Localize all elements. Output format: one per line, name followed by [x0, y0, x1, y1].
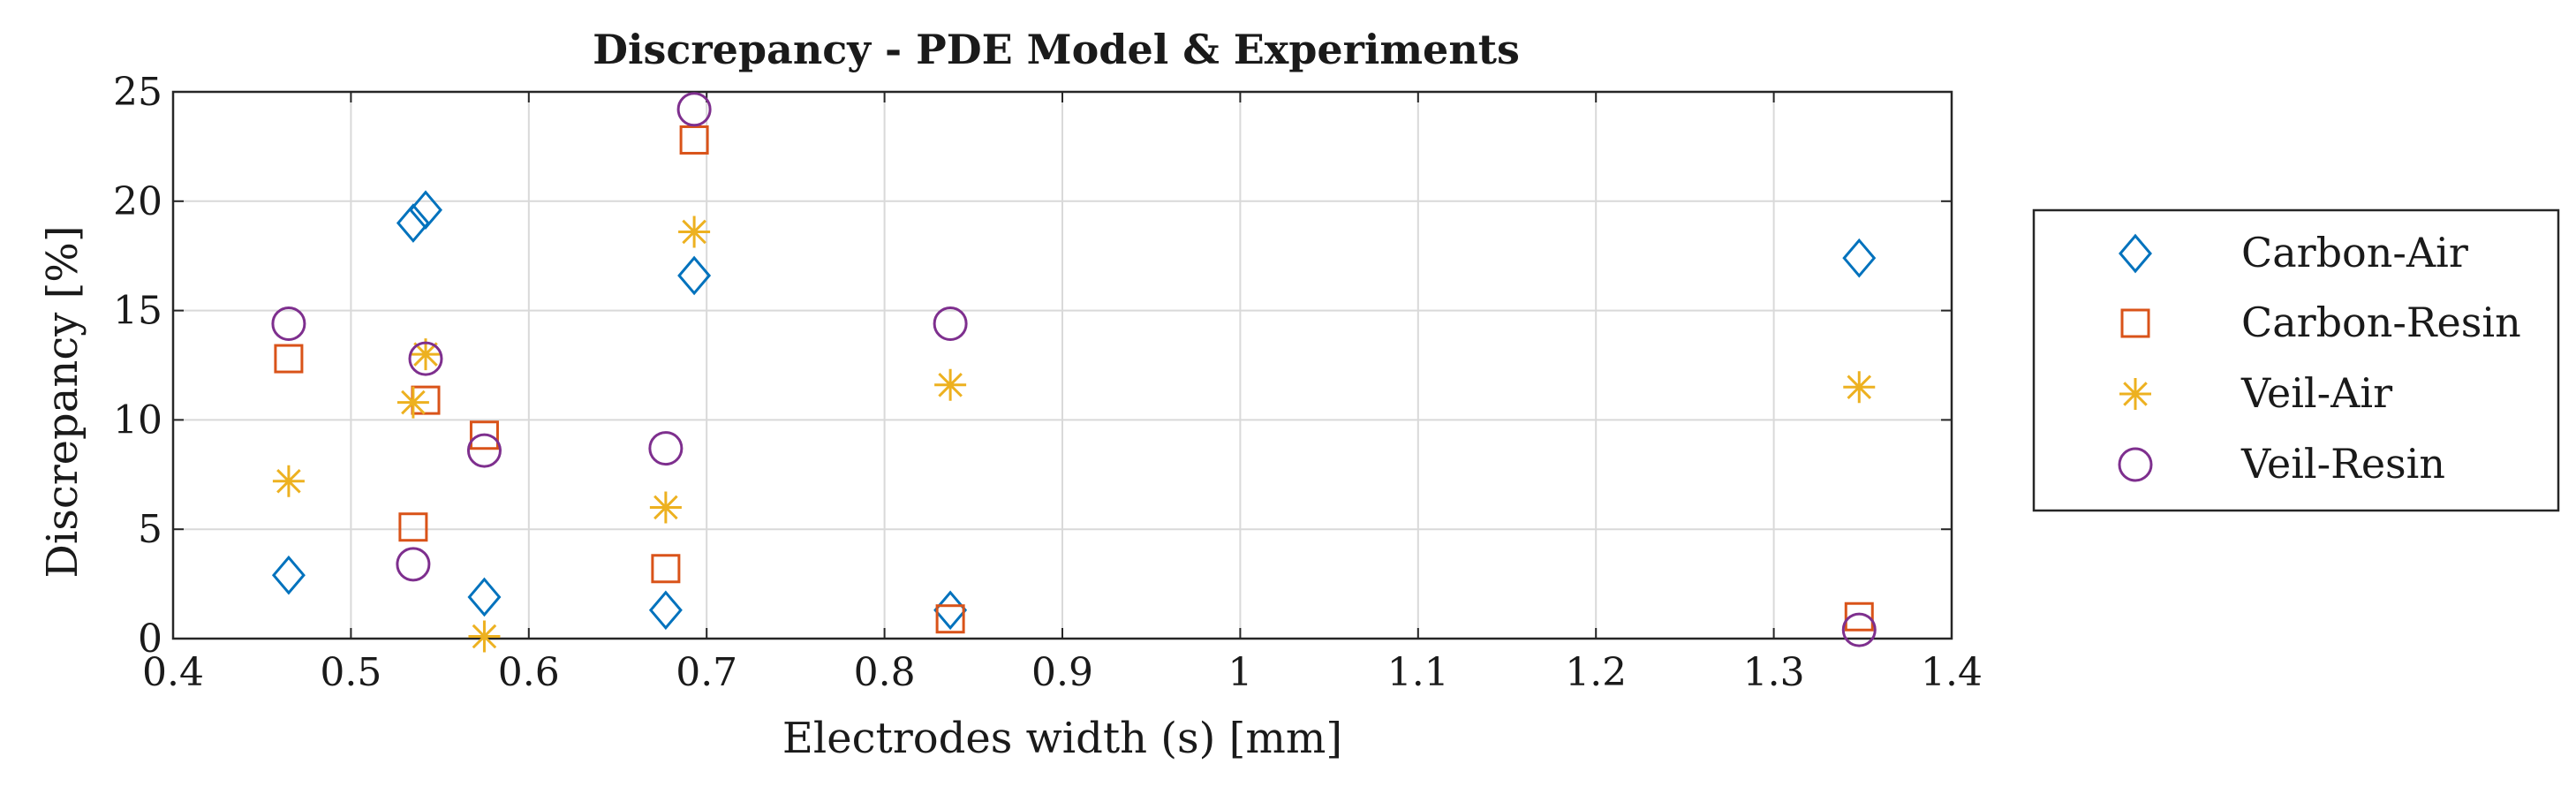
data-point-veil-resin: [466, 433, 502, 468]
data-point-veil-air: [678, 216, 711, 248]
grid-lines: [173, 92, 1952, 639]
data-point-veil-resin: [676, 92, 712, 127]
data-point-carbon-resin: [679, 125, 709, 155]
legend-label-veil-resin: Veil-Resin: [2240, 440, 2445, 488]
data-point-veil-resin: [271, 306, 306, 341]
data-point-carbon-air: [1842, 238, 1877, 278]
data-point-carbon-resin: [469, 420, 499, 450]
data-point-carbon-resin: [398, 512, 428, 542]
x-tick-label: 1: [1228, 650, 1252, 695]
data-point-carbon-air: [648, 590, 683, 631]
x-tick-label: 0.7: [676, 650, 737, 695]
data-point-carbon-air: [396, 203, 430, 243]
data-markers: [271, 92, 1877, 653]
data-point-veil-air: [468, 620, 501, 653]
y-tick-label: 5: [138, 507, 162, 552]
data-point-carbon-air: [677, 255, 712, 296]
series-carbon-air: [271, 190, 1877, 631]
x-tick-labels: 0.4 0.5 0.6 0.7 0.8 0.9 1 1.1 1.2 1.3 1.4: [142, 650, 1983, 695]
legend-marker-carbon-resin: [2120, 308, 2150, 338]
data-point-veil-air: [649, 491, 682, 524]
data-point-veil-air: [397, 386, 429, 419]
x-axis-label: Electrodes width (s) [mm]: [782, 714, 1342, 763]
x-tick-label: 0.4: [142, 650, 204, 695]
legend-label-veil-air: Veil-Air: [2240, 369, 2392, 417]
data-point-veil-resin: [1841, 612, 1877, 647]
data-point-veil-air: [934, 368, 967, 401]
y-tick-label: 25: [113, 70, 162, 115]
data-point-veil-air: [272, 465, 305, 497]
data-point-veil-air: [1843, 371, 1876, 404]
data-point-veil-air: [409, 338, 442, 371]
x-tick-label: 0.9: [1031, 650, 1093, 695]
data-point-veil-resin: [396, 547, 431, 582]
data-point-carbon-resin: [651, 554, 681, 584]
x-tick-label: 0.5: [320, 650, 381, 695]
x-tick-label: 1.1: [1387, 650, 1449, 695]
data-point-carbon-resin: [935, 604, 965, 634]
legend-marker-veil-air: [2119, 378, 2151, 410]
chart-title: Discrepancy - PDE Model & Experiments: [593, 26, 1520, 73]
y-tick-label: 15: [113, 289, 162, 334]
y-tick-label: 20: [113, 179, 162, 224]
plot-area-frame: [171, 90, 1953, 640]
y-tick-labels: 0 5 10 15 20 25: [113, 70, 162, 662]
x-tick-label: 1.3: [1743, 650, 1805, 695]
legend-label-carbon-air: Carbon-Air: [2241, 229, 2468, 276]
x-tick-label: 0.6: [498, 650, 560, 695]
data-point-carbon-resin: [1844, 602, 1874, 632]
y-tick-label: 10: [113, 397, 162, 443]
legend-label-carbon-resin: Carbon-Resin: [2241, 299, 2521, 346]
data-point-carbon-air: [467, 577, 502, 617]
data-point-carbon-air: [271, 555, 306, 595]
data-point-carbon-resin: [274, 344, 304, 374]
legend-marker-carbon-air: [2119, 233, 2152, 274]
data-point-veil-resin: [408, 341, 443, 376]
data-point-carbon-air: [933, 590, 968, 631]
x-tick-label: 0.8: [854, 650, 916, 695]
series-veil-air: [272, 216, 1876, 653]
x-tick-label: 1.2: [1565, 650, 1627, 695]
y-axis-label: Discrepancy [%]: [38, 225, 87, 578]
series-carbon-resin: [274, 125, 1874, 634]
data-point-veil-resin: [933, 306, 968, 341]
y-tick-label: 0: [138, 617, 162, 662]
legend-marker-veil-resin: [2118, 447, 2153, 482]
legend: Carbon-Air Carbon-Resin Veil-Air Veil-Resin: [2032, 208, 2560, 512]
series-veil-resin: [271, 92, 1877, 647]
data-point-carbon-air: [409, 190, 442, 231]
x-tick-label: 1.4: [1921, 650, 1983, 695]
data-point-veil-resin: [648, 431, 684, 466]
